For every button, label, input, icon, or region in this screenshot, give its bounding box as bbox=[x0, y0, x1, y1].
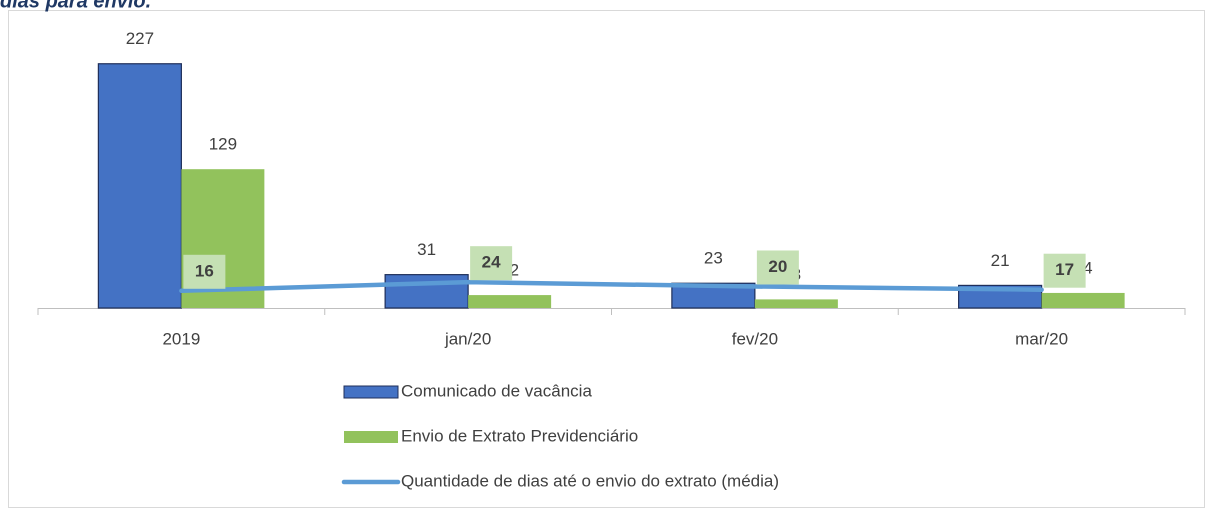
x-tick-label: mar/20 bbox=[1015, 329, 1068, 348]
line-series bbox=[179, 279, 1044, 294]
x-tick-label: fev/20 bbox=[732, 329, 778, 348]
legend-swatch bbox=[343, 385, 399, 399]
legend-label: Envio de Extrato Previdenciário bbox=[401, 426, 638, 445]
x-tick-label: jan/20 bbox=[444, 329, 491, 348]
bar bbox=[1041, 292, 1125, 308]
data-label: 21 bbox=[991, 251, 1010, 270]
bar bbox=[468, 295, 552, 308]
data-label: 31 bbox=[417, 240, 436, 259]
data-label-box bbox=[756, 250, 799, 285]
data-label: 23 bbox=[704, 249, 723, 268]
legend-label: Quantidade de dias até o envio do extrat… bbox=[401, 471, 779, 490]
x-tick-label: 2019 bbox=[162, 329, 200, 348]
data-label-box bbox=[183, 254, 226, 289]
data-label: 227 bbox=[126, 29, 154, 48]
legend-label: Comunicado de vacância bbox=[401, 381, 592, 400]
legend-swatch bbox=[344, 431, 398, 443]
data-label: 16 bbox=[195, 261, 214, 280]
data-label: 20 bbox=[768, 257, 787, 276]
data-label-box bbox=[470, 246, 513, 281]
data-label: 17 bbox=[1055, 260, 1074, 279]
bar bbox=[384, 274, 469, 309]
bar bbox=[754, 299, 838, 308]
bar bbox=[97, 63, 182, 309]
data-label: 24 bbox=[482, 253, 501, 272]
data-label-box bbox=[1043, 253, 1086, 288]
data-label: 129 bbox=[209, 135, 237, 154]
chart-title: dias para envio. bbox=[0, 0, 151, 12]
